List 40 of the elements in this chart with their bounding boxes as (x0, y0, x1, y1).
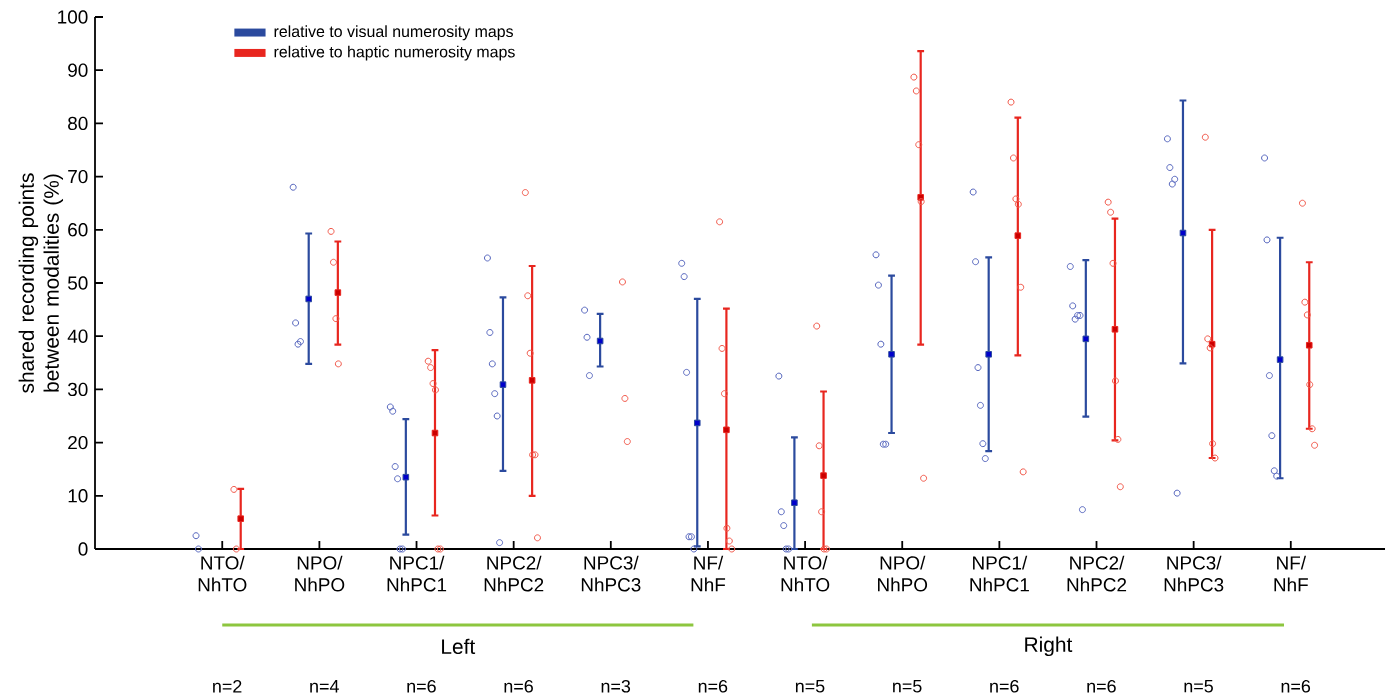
y-tick-label: 100 (58, 10, 88, 24)
text: n=5 (795, 679, 825, 693)
x-tick-label: NPC2/ NhPC2 (1067, 555, 1127, 592)
y-tick-label: 40 (67, 329, 88, 343)
x-tick-label: NPO/ NhPO (878, 555, 928, 592)
y-tick-label: 80 (68, 116, 88, 131)
y-tick-label: 90 (68, 63, 88, 77)
x-tick-label: NPC3/ NhPC3 (1164, 555, 1224, 592)
text: Right (1025, 636, 1073, 657)
x-tick-label: NTO/ NhTO (781, 555, 830, 592)
text: n=6 (698, 679, 728, 693)
x-tick-label: NPC1/ NhPC1 (387, 555, 447, 592)
text: n=5 (893, 679, 922, 693)
text: n=3 (601, 679, 631, 693)
y-tick-label: 50 (67, 276, 88, 290)
y-tick-label: 70 (68, 169, 88, 184)
legend-label: relative to visual numerosity maps (274, 25, 513, 41)
x-tick-label: NPC2/ NhPC2 (484, 555, 544, 592)
x-tick-label: NPC1/ NhPC1 (970, 555, 1029, 592)
text: n=4 (310, 680, 339, 693)
text: n=6 (1087, 679, 1116, 693)
legend-label: relative to haptic numerosity maps (274, 45, 515, 61)
text: Left (442, 638, 476, 655)
text: n=6 (407, 679, 436, 693)
text: n=6 (504, 679, 533, 693)
x-tick-label: NPC3/ NhPC3 (581, 555, 641, 592)
y-tick-label: 0 (78, 542, 88, 556)
y-tick-label: 10 (68, 489, 88, 503)
text: n=6 (990, 679, 1019, 693)
x-tick-label: NF/ NhF (1274, 555, 1308, 592)
text: n=2 (213, 679, 242, 693)
x-tick-label: NF/ NhF (691, 555, 726, 592)
x-tick-label: NTO/ NhTO (198, 555, 247, 592)
y-axis-title: shared recording points between modalities (%) (18, 173, 64, 393)
text: n=6 (1281, 679, 1311, 693)
text: n=5 (1184, 679, 1213, 693)
y-tick-label: 20 (68, 435, 88, 450)
y-tick-label: 30 (67, 382, 88, 397)
y-tick-label: 60 (68, 223, 88, 237)
x-tick-label: NPO/ NhPO (295, 555, 345, 592)
